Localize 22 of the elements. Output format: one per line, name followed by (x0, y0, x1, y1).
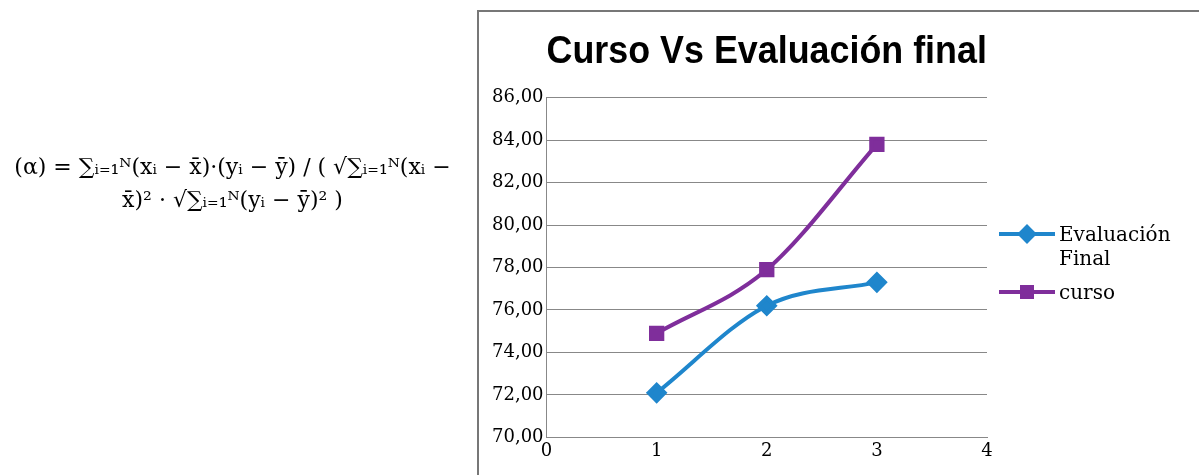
y-tick-label: 74,00 (492, 340, 544, 362)
point (756, 295, 777, 316)
y-tick-label: 72,00 (492, 382, 544, 404)
point (869, 136, 885, 152)
legend-label: Evaluación Final (1059, 222, 1172, 270)
point (866, 272, 887, 293)
point (646, 382, 667, 403)
y-tick-label: 78,00 (492, 255, 544, 277)
y-tick-label: 76,00 (492, 297, 544, 319)
chart-title: Curso Vs Evaluación final (546, 29, 987, 72)
y-tick-label: 80,00 (492, 212, 544, 234)
y-tick-label: 86,00 (492, 85, 544, 107)
legend-label: curso (1059, 280, 1115, 304)
y-tick-label: 82,00 (492, 170, 544, 192)
y-tick-label: 84,00 (492, 127, 544, 149)
point (759, 261, 775, 278)
x-tick-label: 3 (871, 438, 883, 460)
text: (α) = ∑ᵢ₌₁ᴺ(xᵢ − x̄)·(yᵢ − ȳ) / ( √∑ᵢ₌₁ᴺ(xᵢ − x̄)² · √∑ᵢ₌₁ᴺ(yᵢ − ȳ)² ) (13, 153, 452, 214)
x-tick-label: 2 (761, 438, 773, 460)
x-tick-label: 1 (650, 438, 663, 460)
x-tick-label: 4 (981, 438, 993, 460)
point (648, 325, 665, 341)
